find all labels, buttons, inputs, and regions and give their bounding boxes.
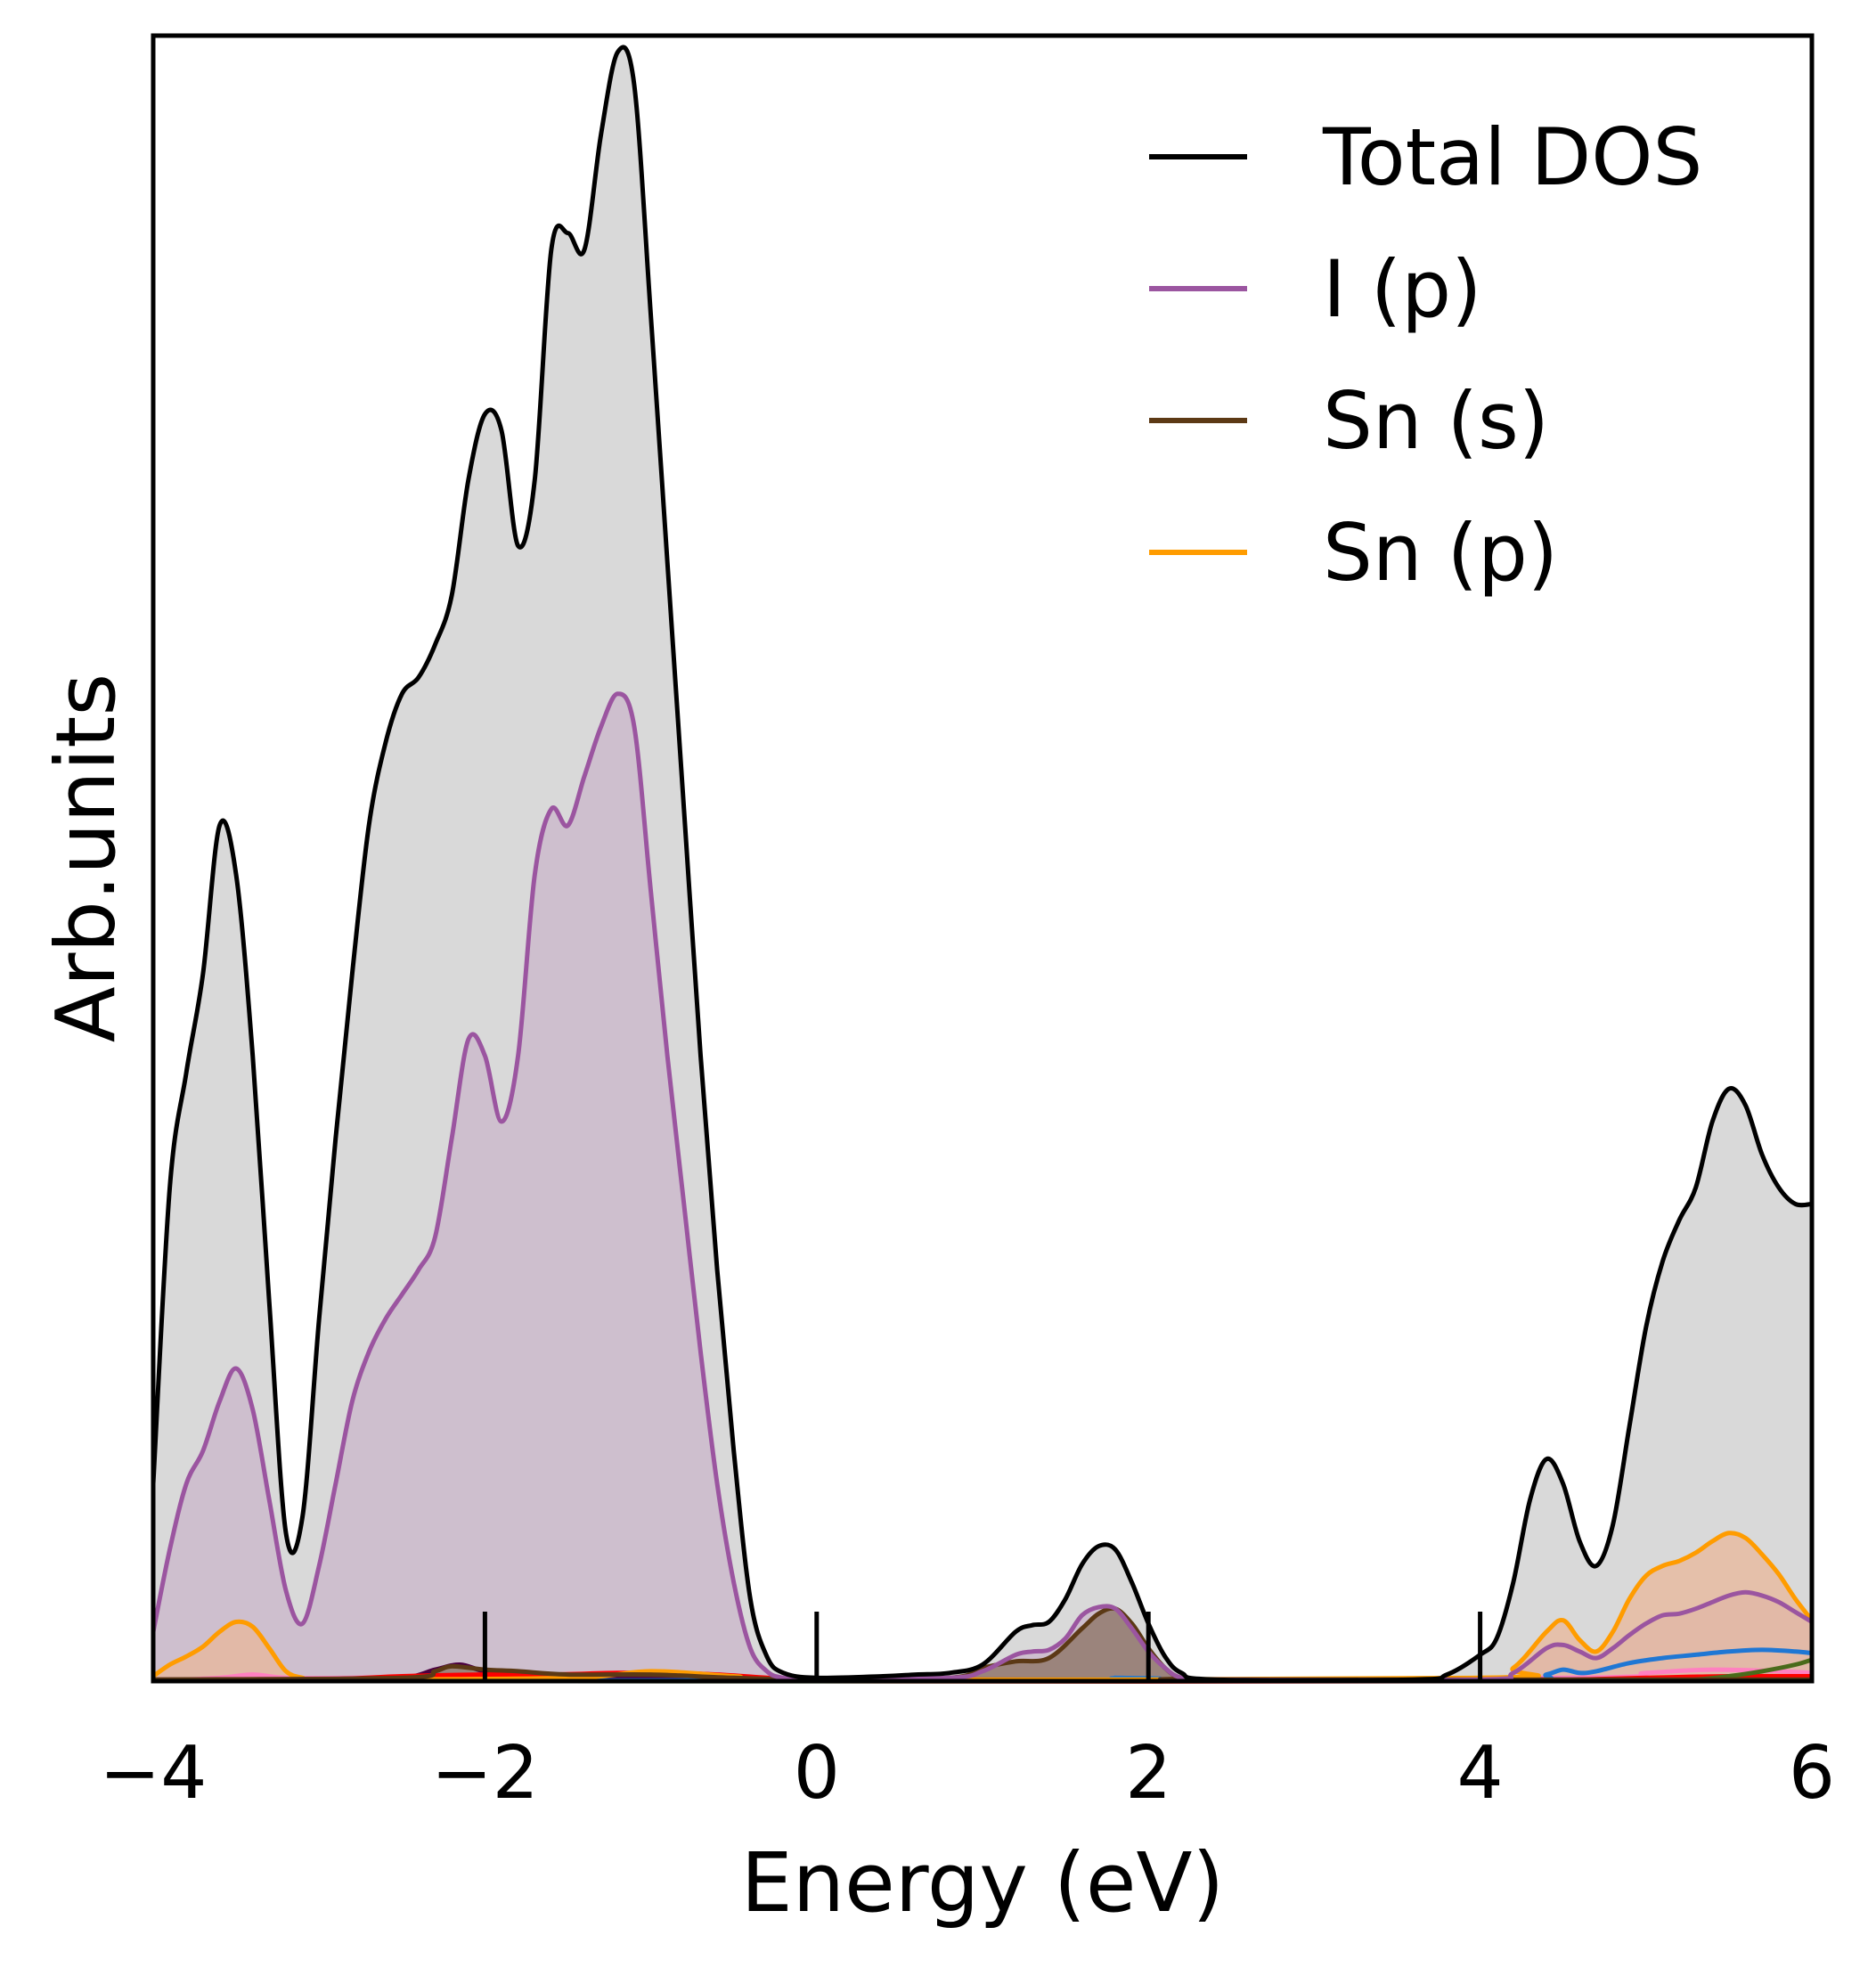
fermi-markers xyxy=(482,1612,1483,1681)
legend-label-sn-s: Sn (s) xyxy=(1323,375,1549,467)
x-tick-label: −2 xyxy=(431,1731,539,1816)
x-tick-label: 6 xyxy=(1789,1731,1835,1816)
x-ticks: −4 −2 0 2 4 6 xyxy=(100,1731,1836,1816)
legend: Total DOS I (p) Sn (s) Sn (p) xyxy=(1149,111,1702,599)
x-tick-label: −4 xyxy=(100,1731,208,1816)
area-sn-p xyxy=(153,1532,1812,1681)
legend-label-total-dos: Total DOS xyxy=(1322,111,1702,203)
line-total-dos xyxy=(151,45,1813,1683)
plot-frame xyxy=(151,33,1815,1684)
line-i-p xyxy=(151,691,1814,1683)
x-tick-label: 2 xyxy=(1125,1731,1171,1816)
legend-label-sn-p: Sn (p) xyxy=(1323,507,1558,599)
x-tick-label: 0 xyxy=(794,1731,840,1816)
legend-label-i-p: I (p) xyxy=(1323,243,1481,335)
area-i-p xyxy=(153,693,1812,1681)
y-axis-label: Arb.units xyxy=(38,674,134,1043)
series-fills xyxy=(153,47,1812,1681)
x-axis-label: Energy (eV) xyxy=(741,1835,1225,1931)
x-tick-label: 4 xyxy=(1457,1731,1504,1816)
